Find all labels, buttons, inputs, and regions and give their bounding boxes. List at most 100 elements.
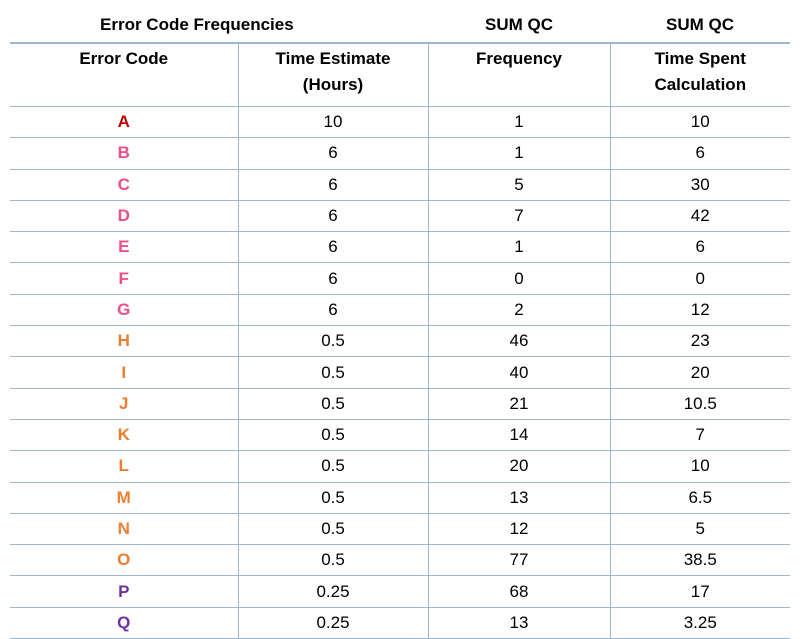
time-estimate-cell: 6 [237, 200, 429, 233]
time-estimate-cell: 0.5 [237, 325, 429, 358]
time-spent-cell: 42 [610, 200, 791, 233]
frequency-cell: 5 [427, 169, 611, 201]
header-time-spent: Time Spent Calculation [610, 43, 791, 107]
table-body: A 10 1 10 B 6 1 6 C 6 5 30 D 6 7 42 E 6 1 6 F 6 0 0 G 6 2 12 H 0.5 46 2… [10, 106, 791, 639]
frequency-cell: 77 [427, 544, 611, 577]
header-frequency-label: Frequency [476, 49, 562, 68]
time-spent-cell: 10 [610, 450, 791, 483]
error-code-cell: G [10, 294, 238, 327]
time-estimate-cell: 0.25 [237, 575, 429, 608]
error-code-cell: J [10, 388, 238, 420]
table-row: P 0.25 68 17 [10, 575, 791, 608]
time-spent-cell: 6 [610, 137, 791, 170]
time-estimate-cell: 6 [237, 294, 429, 327]
time-spent-cell: 6 [610, 231, 791, 264]
frequency-cell: 1 [427, 106, 611, 139]
time-estimate-cell: 10 [237, 106, 429, 139]
error-code-cell: Q [10, 607, 238, 639]
error-code-cell: A [10, 106, 238, 139]
frequency-cell: 0 [427, 262, 611, 295]
frequency-cell: 13 [427, 482, 611, 514]
error-code-cell: L [10, 450, 238, 483]
error-code-cell: F [10, 262, 238, 295]
frequency-cell: 46 [427, 325, 611, 358]
table-row: Q 0.25 13 3.25 [10, 607, 791, 639]
error-code-cell: M [10, 482, 238, 514]
time-spent-cell: 17 [610, 575, 791, 608]
error-code-cell: B [10, 137, 238, 170]
frequency-cell: 12 [427, 513, 611, 546]
table-row: H 0.5 46 23 [10, 325, 791, 358]
sum-qc-header-1: SUM QC [428, 8, 611, 44]
error-code-cell: K [10, 419, 238, 452]
time-spent-cell: 0 [610, 262, 791, 295]
error-code-cell: N [10, 513, 238, 546]
frequency-cell: 2 [427, 294, 611, 327]
frequency-cell: 13 [427, 607, 611, 639]
time-estimate-cell: 0.5 [237, 482, 429, 514]
time-spent-cell: 6.5 [610, 482, 791, 514]
sum-qc-header-2: SUM QC [610, 8, 791, 44]
time-spent-cell: 20 [610, 356, 791, 389]
frequency-cell: 14 [427, 419, 611, 452]
header-time-estimate-line1: Time Estimate [275, 49, 391, 68]
time-estimate-cell: 0.5 [237, 544, 429, 577]
frequency-cell: 7 [427, 200, 611, 233]
table-row: N 0.5 12 5 [10, 513, 791, 546]
time-spent-cell: 3.25 [610, 607, 791, 639]
time-spent-cell: 38.5 [610, 544, 791, 577]
time-spent-cell: 10 [610, 106, 791, 139]
table-row: A 10 1 10 [10, 106, 791, 139]
time-estimate-cell: 6 [237, 169, 429, 201]
time-spent-cell: 10.5 [610, 388, 791, 420]
time-estimate-cell: 0.25 [237, 607, 429, 639]
time-estimate-cell: 6 [237, 231, 429, 264]
time-estimate-cell: 0.5 [237, 356, 429, 389]
frequency-cell: 1 [427, 137, 611, 170]
error-code-table: Error Code Frequencies SUM QC SUM QC Err… [10, 8, 791, 639]
error-code-cell: I [10, 356, 238, 389]
error-code-cell: E [10, 231, 238, 264]
header-error-code-label: Error Code [79, 49, 169, 68]
table-row: I 0.5 40 20 [10, 356, 791, 389]
header-time-spent-line2: Calculation [654, 75, 747, 94]
time-spent-cell: 7 [610, 419, 791, 452]
table-row: K 0.5 14 7 [10, 419, 791, 452]
time-spent-cell: 23 [610, 325, 791, 358]
table-row: G 6 2 12 [10, 294, 791, 327]
time-estimate-cell: 0.5 [237, 513, 429, 546]
time-spent-cell: 5 [610, 513, 791, 546]
error-code-cell: D [10, 200, 238, 233]
header-error-code: Error Code [10, 43, 238, 107]
time-spent-cell: 12 [610, 294, 791, 327]
table-row: M 0.5 13 6.5 [10, 482, 791, 514]
time-estimate-cell: 0.5 [237, 388, 429, 420]
frequency-cell: 68 [427, 575, 611, 608]
column-header-row: Error Code Time Estimate (Hours) Frequen… [10, 43, 791, 107]
frequency-cell: 1 [427, 231, 611, 264]
error-code-cell: H [10, 325, 238, 358]
time-spent-cell: 30 [610, 169, 791, 201]
header-time-estimate: Time Estimate (Hours) [237, 43, 429, 107]
frequency-cell: 40 [427, 356, 611, 389]
table-row: C 6 5 30 [10, 169, 791, 201]
time-estimate-cell: 6 [237, 262, 429, 295]
header-time-spent-line1: Time Spent [654, 49, 746, 68]
table-row: D 6 7 42 [10, 200, 791, 233]
error-code-cell: P [10, 575, 238, 608]
table-title: Error Code Frequencies [10, 8, 429, 44]
time-estimate-cell: 0.5 [237, 450, 429, 483]
header-frequency: Frequency [427, 43, 611, 107]
title-row: Error Code Frequencies SUM QC SUM QC [10, 8, 791, 44]
spreadsheet-table-view: Error Code Frequencies SUM QC SUM QC Err… [10, 8, 791, 639]
frequency-cell: 21 [427, 388, 611, 420]
time-estimate-cell: 0.5 [237, 419, 429, 452]
header-time-estimate-line2: (Hours) [302, 75, 364, 94]
table-row: J 0.5 21 10.5 [10, 388, 791, 420]
table-row: L 0.5 20 10 [10, 450, 791, 483]
error-code-cell: O [10, 544, 238, 577]
frequency-cell: 20 [427, 450, 611, 483]
